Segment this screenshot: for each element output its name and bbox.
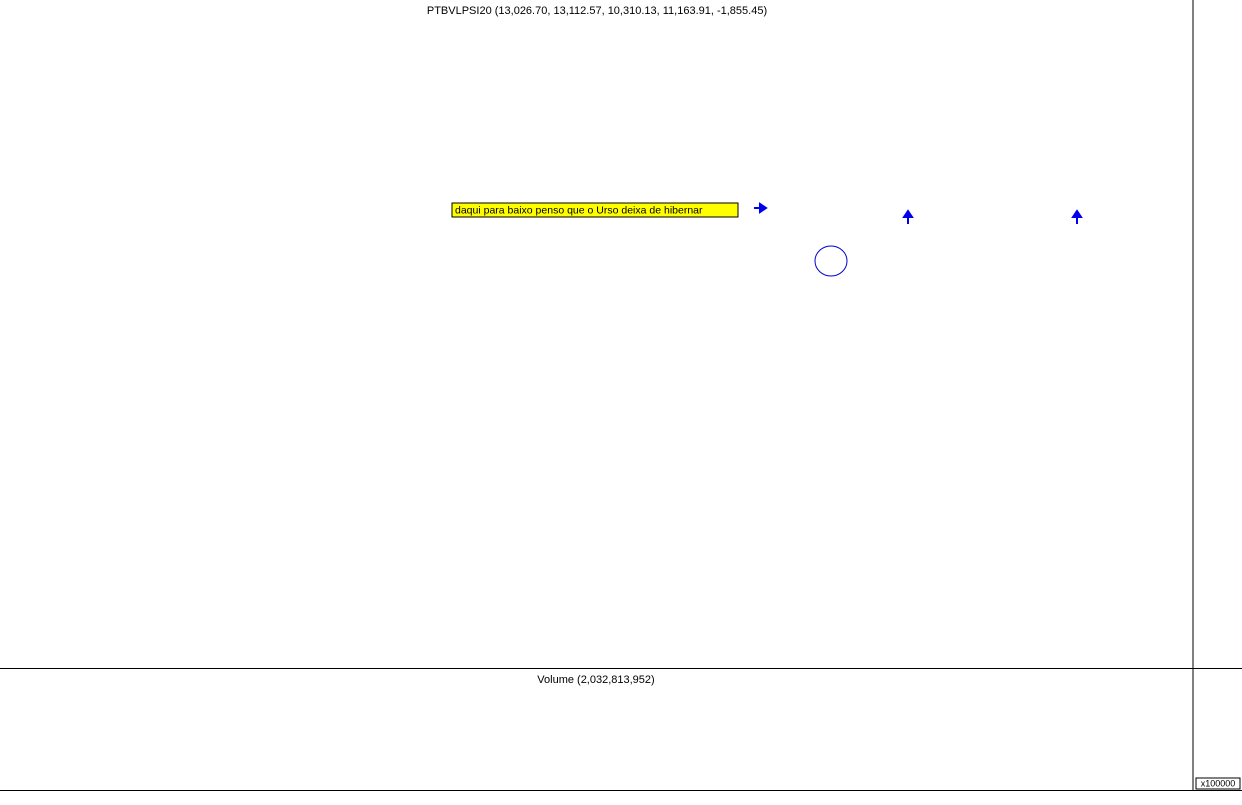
- arrow-up: [1071, 209, 1083, 224]
- drawings: daqui para baixo penso que o Urso deixa …: [451, 202, 1083, 277]
- chart-title: PTBVLPSI20 (13,026.70, 13,112.57, 10,310…: [427, 5, 767, 17]
- annotation-text: daqui para baixo penso que o Urso deixa …: [455, 204, 703, 216]
- arrow-up: [902, 209, 914, 224]
- annotation-box: [451, 202, 739, 218]
- arrow-right: [754, 202, 768, 214]
- unit-box: [1195, 777, 1241, 790]
- volume-title: Volume (2,032,813,952): [537, 674, 654, 686]
- highlight-circle: [814, 245, 848, 277]
- volume-unit-label: x100000: [1201, 778, 1236, 788]
